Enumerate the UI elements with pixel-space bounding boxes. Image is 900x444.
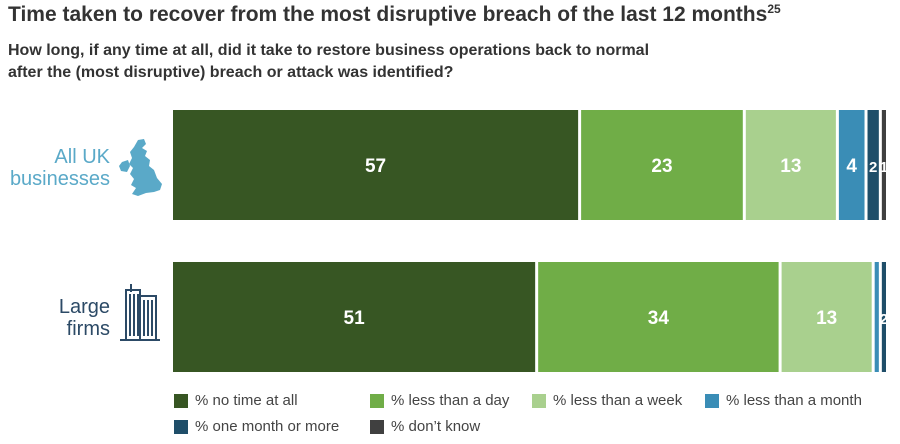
- legend-swatch: [370, 393, 384, 408]
- chart-subtitle: How long, if any time at all, did it tak…: [8, 40, 649, 84]
- legend-item: % less than a month: [705, 392, 862, 409]
- subtitle-line-1: How long, if any time at all, did it tak…: [8, 42, 650, 59]
- bar-segment: [781, 262, 872, 372]
- bar-segment: [173, 262, 536, 372]
- row-label-large-line-1: Large: [58, 296, 110, 318]
- legend-label: % one month or more: [195, 418, 340, 435]
- subtitle-line-2: after the (most disruptive) breach or at…: [8, 64, 454, 81]
- legend-swatch: [370, 419, 384, 434]
- legend-label: % less than a month: [726, 392, 862, 409]
- row-label-all-uk-line-1: All UK: [54, 146, 110, 168]
- legend-item: % less than a week: [532, 392, 682, 409]
- bar-segment: [867, 110, 879, 220]
- legend-item: % one month or more: [174, 418, 339, 435]
- legend-item: % no time at all: [174, 392, 298, 409]
- legend-label: % don’t know: [391, 418, 481, 435]
- bars-layer: 57 23 13 4 2 151 34 13 2: [173, 110, 888, 372]
- bar-data-label: 2: [880, 311, 888, 328]
- legend-swatch: [705, 393, 719, 408]
- footnote-ref: 25: [767, 2, 781, 16]
- legend-swatch: [532, 393, 546, 408]
- legend-label: % no time at all: [195, 392, 298, 409]
- bar-data-label: 57: [365, 156, 386, 177]
- office-building-icon: [120, 284, 160, 341]
- legend-swatch: [174, 419, 188, 434]
- legend-label: % less than a day: [391, 392, 510, 409]
- bar-data-label: 1: [880, 159, 888, 176]
- bar-segment: [173, 110, 579, 220]
- bar-data-label: 4: [846, 156, 857, 177]
- legend-item: % less than a day: [370, 392, 509, 409]
- legend-item: % don’t know: [370, 418, 480, 435]
- bar-segment: [838, 110, 865, 220]
- bar-segment: [745, 110, 836, 220]
- bar-data-label: 13: [780, 156, 801, 177]
- bar-segment: [581, 110, 743, 220]
- legend-swatch: [174, 393, 188, 408]
- bar-data-label: 13: [816, 308, 837, 329]
- bar-data-label: 51: [344, 308, 366, 329]
- chart-title-text: Time taken to recover from the most disr…: [8, 3, 768, 26]
- bar-segment: [874, 262, 879, 372]
- row-label-large-firms: Large firms: [0, 296, 110, 340]
- bar-segment: [538, 262, 779, 372]
- uk-map-icon: [119, 139, 162, 196]
- bar-data-label: 34: [648, 308, 670, 329]
- row-label-all-uk: All UK businesses: [0, 146, 110, 190]
- chart-title: Time taken to recover from the most disr…: [8, 2, 781, 27]
- row-label-large-line-2: firms: [66, 318, 110, 340]
- row-label-all-uk-line-2: businesses: [9, 168, 110, 190]
- bar-data-label: 23: [651, 156, 672, 177]
- legend-label: % less than a week: [553, 392, 683, 409]
- bar-data-label: 2: [869, 159, 877, 176]
- bar-segment: [881, 262, 886, 372]
- bar-segment: [881, 110, 886, 220]
